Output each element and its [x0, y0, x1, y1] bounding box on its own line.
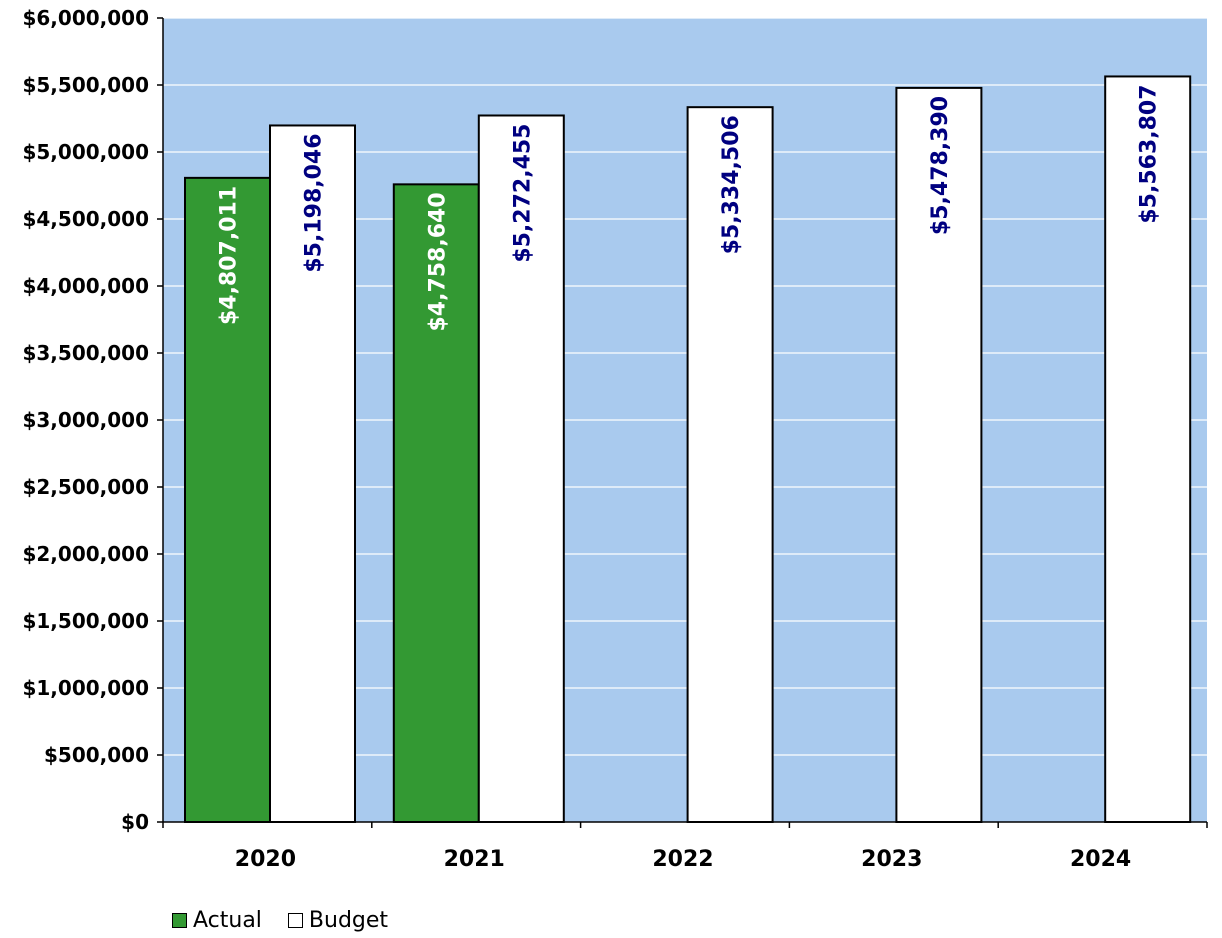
- data-label-actual-2020: $4,807,011: [217, 186, 242, 325]
- y-tick-label: $4,000,000: [22, 274, 149, 298]
- y-tick-label: $4,500,000: [22, 207, 149, 231]
- x-tick-label: 2020: [235, 847, 296, 872]
- legend-item-budget: Budget: [287, 908, 389, 933]
- x-tick-label: 2023: [861, 847, 922, 872]
- y-tick-label: $5,500,000: [22, 73, 149, 97]
- x-tick-label: 2022: [652, 847, 713, 872]
- y-tick-label: $1,500,000: [22, 609, 149, 633]
- bar-budget-2024: [1104, 75, 1192, 823]
- y-tick-label: $3,000,000: [22, 408, 149, 432]
- bar-actual-2021: [392, 183, 480, 824]
- bar-budget-2023: [895, 86, 983, 823]
- bar-budget-2021: [477, 114, 565, 823]
- legend-label-budget: Budget: [308, 908, 389, 933]
- y-tick-label: $3,500,000: [22, 341, 149, 365]
- y-tick-label: $1,000,000: [22, 676, 149, 700]
- legend-swatch-budget: [287, 913, 303, 928]
- y-tick-label: $500,000: [44, 743, 149, 767]
- legend-item-actual: Actual: [172, 908, 262, 933]
- y-tick-label: $0: [121, 810, 149, 834]
- data-label-budget-2022: $5,334,506: [719, 115, 744, 254]
- y-tick-label: $6,000,000: [22, 6, 149, 30]
- data-label-budget-2024: $5,563,807: [1137, 84, 1162, 223]
- data-label-budget-2020: $5,198,046: [302, 133, 327, 272]
- data-label-actual-2021: $4,758,640: [425, 192, 450, 331]
- legend: Actual Budget: [172, 908, 414, 933]
- data-label-budget-2023: $5,478,390: [928, 96, 953, 235]
- y-tick-label: $2,500,000: [22, 475, 149, 499]
- y-tick-label: $5,000,000: [22, 140, 149, 164]
- data-label-budget-2021: $5,272,455: [510, 123, 535, 262]
- x-tick-label: 2024: [1070, 847, 1131, 872]
- bar-actual-2020: [184, 176, 271, 823]
- y-tick-label: $2,000,000: [22, 542, 149, 566]
- legend-swatch-actual: [172, 913, 187, 928]
- bar-budget-2020: [269, 124, 356, 823]
- x-tick-label: 2021: [444, 847, 505, 872]
- bar-budget-2022: [686, 106, 774, 823]
- legend-label-actual: Actual: [193, 908, 262, 933]
